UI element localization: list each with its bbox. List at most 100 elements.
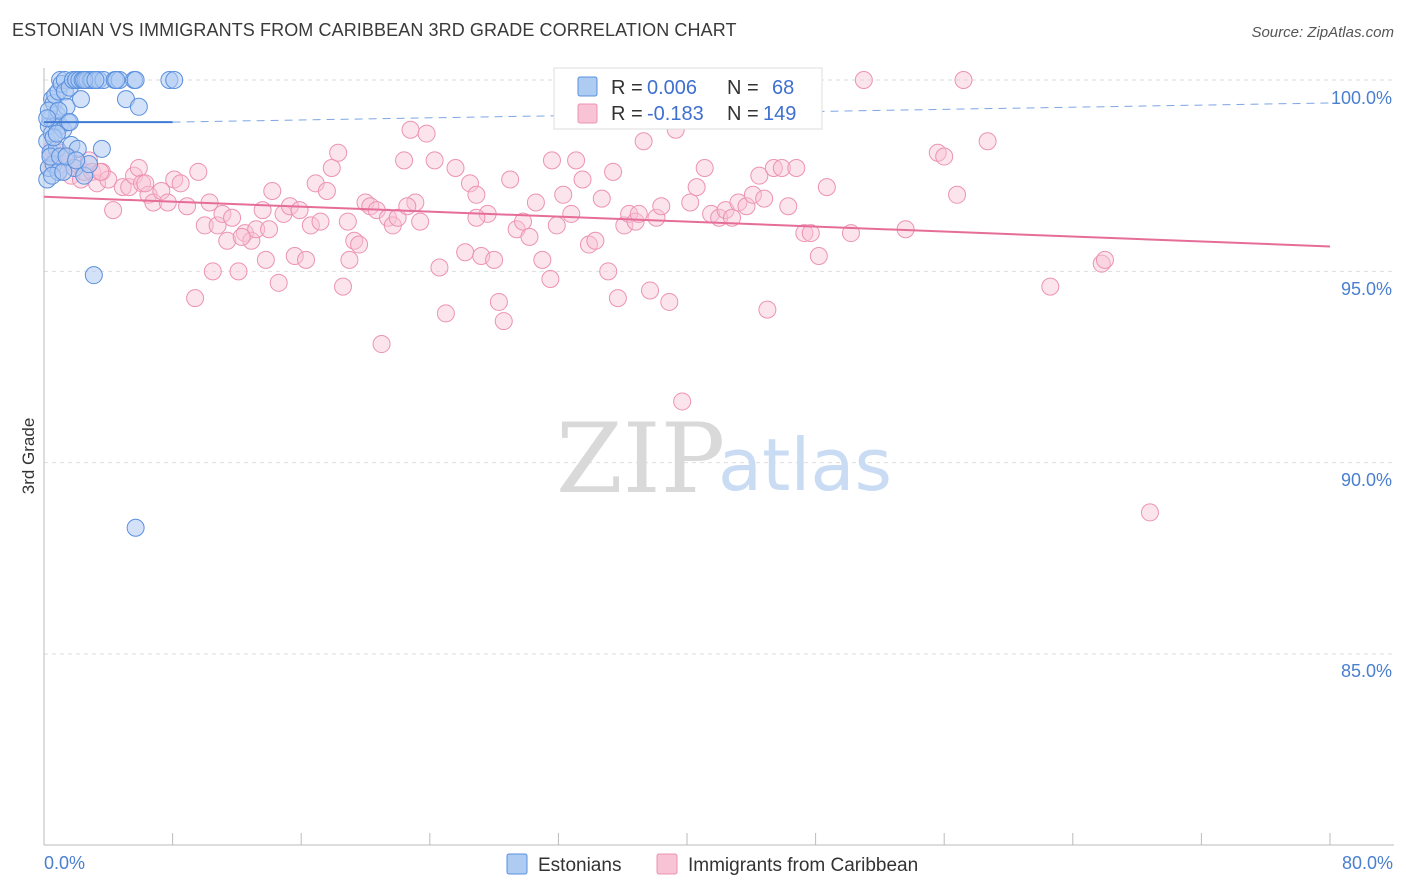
data-point-caribbean <box>935 147 954 166</box>
data-point-caribbean <box>755 189 774 208</box>
data-point-caribbean <box>317 181 336 200</box>
data-point-caribbean <box>372 335 391 354</box>
legend-r-label: R = <box>611 77 643 99</box>
watermark-zip: ZIP <box>556 403 725 515</box>
data-point-caribbean <box>1095 250 1114 269</box>
data-point-caribbean <box>562 204 581 223</box>
legend-swatch-caribbean <box>577 103 598 124</box>
data-point-caribbean <box>297 250 316 269</box>
data-point-caribbean <box>338 212 357 231</box>
data-point-estonians <box>126 518 145 537</box>
legend-n-label: N = <box>727 103 759 125</box>
data-point-caribbean <box>758 300 777 319</box>
gridlines <box>44 79 1394 655</box>
watermark: ZIP atlas <box>556 403 892 515</box>
data-point-caribbean <box>629 204 648 223</box>
bottom-legend-label-estonians: Estonians <box>538 855 621 876</box>
data-point-caribbean <box>417 124 436 143</box>
data-point-caribbean <box>592 189 611 208</box>
legend-r-value-estonians: 0.006 <box>647 77 697 99</box>
data-point-caribbean <box>263 181 282 200</box>
data-point-caribbean <box>136 174 155 193</box>
data-point-caribbean <box>269 273 288 292</box>
data-point-caribbean <box>329 143 348 162</box>
data-point-estonians <box>71 90 90 109</box>
x-ticks <box>43 833 1331 845</box>
data-point-caribbean <box>340 250 359 269</box>
data-point-caribbean <box>695 159 714 178</box>
data-point-caribbean <box>533 250 552 269</box>
data-point-caribbean <box>446 159 465 178</box>
x-tick-label-max: 80.0% <box>1342 853 1393 873</box>
series-legend: Estonians Immigrants from Caribbean <box>506 853 918 876</box>
chart-title: ESTONIAN VS IMMIGRANTS FROM CARIBBEAN 3R… <box>12 20 737 40</box>
data-point-caribbean <box>229 262 248 281</box>
watermark-atlas: atlas <box>718 423 892 507</box>
series-estonians <box>38 71 184 537</box>
data-point-caribbean <box>350 235 369 254</box>
data-point-caribbean <box>171 174 190 193</box>
data-point-caribbean <box>526 193 545 212</box>
data-point-caribbean <box>604 162 623 181</box>
data-point-caribbean <box>401 120 420 139</box>
data-point-caribbean <box>189 162 208 181</box>
data-point-caribbean <box>641 281 660 300</box>
data-point-caribbean <box>520 227 539 246</box>
data-point-caribbean <box>542 151 561 170</box>
data-point-caribbean <box>547 216 566 235</box>
data-point-estonians <box>107 71 126 89</box>
data-point-caribbean <box>301 216 320 235</box>
data-point-caribbean <box>743 185 762 204</box>
data-point-estonians <box>84 266 103 285</box>
data-point-estonians <box>92 139 111 158</box>
data-point-caribbean <box>854 71 873 89</box>
data-point-caribbean <box>247 220 266 239</box>
data-point-caribbean <box>599 262 618 281</box>
data-point-caribbean <box>586 231 605 250</box>
data-point-caribbean <box>795 224 814 243</box>
bottom-legend-label-caribbean: Immigrants from Caribbean <box>688 855 918 876</box>
bottom-legend-swatch-caribbean <box>656 853 678 875</box>
data-point-caribbean <box>113 178 132 197</box>
data-point-caribbean <box>256 250 275 269</box>
data-point-caribbean <box>388 208 407 227</box>
data-point-caribbean <box>737 197 756 216</box>
data-point-caribbean <box>223 208 242 227</box>
data-point-caribbean <box>152 181 171 200</box>
data-point-caribbean <box>660 292 679 311</box>
data-point-estonians <box>86 71 105 89</box>
data-point-estonians <box>165 71 184 89</box>
data-point-estonians <box>47 124 66 143</box>
data-point-caribbean <box>213 204 232 223</box>
data-point-caribbean <box>290 201 309 220</box>
data-point-caribbean <box>681 193 700 212</box>
data-point-estonians <box>38 109 57 128</box>
data-point-caribbean <box>232 227 251 246</box>
data-point-caribbean <box>322 159 341 178</box>
legend-n-value-caribbean: 149 <box>763 103 796 125</box>
data-point-caribbean <box>647 208 666 227</box>
data-point-caribbean <box>615 216 634 235</box>
data-point-caribbean <box>460 174 479 193</box>
data-point-caribbean <box>186 289 205 308</box>
chart-source: Source: ZipAtlas.com <box>1251 24 1394 41</box>
data-point-caribbean <box>723 208 742 227</box>
data-point-caribbean <box>494 312 513 331</box>
data-point-caribbean <box>411 212 430 231</box>
legend-n-value-estonians: 68 <box>772 77 794 99</box>
data-point-caribbean <box>430 258 449 277</box>
data-point-caribbean <box>514 212 533 231</box>
data-point-caribbean <box>489 292 508 311</box>
data-point-caribbean <box>779 197 798 216</box>
data-point-caribbean <box>104 201 123 220</box>
data-point-caribbean <box>772 159 791 178</box>
y-tick-label: 100.0% <box>1331 88 1392 108</box>
data-point-caribbean <box>203 262 222 281</box>
data-point-caribbean <box>687 178 706 197</box>
data-point-caribbean <box>787 159 806 178</box>
bottom-legend-swatch-estonians <box>506 853 528 875</box>
data-point-caribbean <box>608 289 627 308</box>
data-point-caribbean <box>652 197 671 216</box>
data-point-caribbean <box>398 197 417 216</box>
